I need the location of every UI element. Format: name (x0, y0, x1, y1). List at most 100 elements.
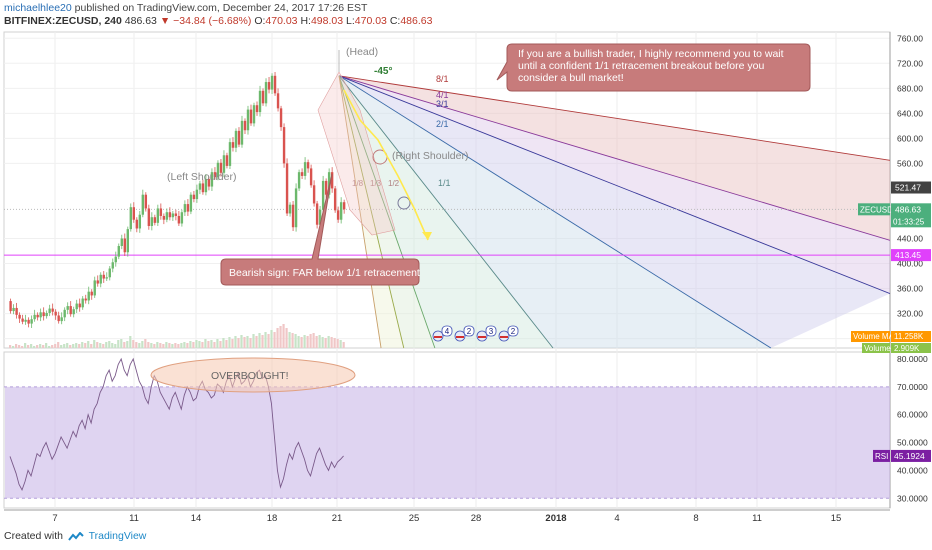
candle-body (69, 306, 72, 315)
x-tick-label: 11 (752, 513, 762, 524)
candle-body (264, 82, 268, 104)
candle-body (72, 309, 75, 315)
volume-bar (195, 340, 198, 348)
volume-bars (9, 324, 345, 348)
volume-bar (93, 340, 96, 348)
open-value: 470.03 (265, 15, 298, 27)
volume-bar (153, 344, 156, 348)
volume-bar (213, 342, 216, 348)
candle-body (297, 172, 301, 189)
candle-body (9, 301, 12, 312)
gann-fan-line (338, 75, 891, 161)
candle-body (333, 188, 337, 211)
volume-bar (42, 345, 45, 348)
projection-arrow (343, 89, 429, 241)
volume-bar (168, 343, 171, 348)
last-price-text: 486.63 (895, 204, 921, 214)
event-badge[interactable]: 3 (476, 325, 497, 342)
volume-bar (126, 341, 129, 348)
candle-body (66, 306, 69, 310)
volume-bar (12, 346, 15, 348)
candle-body (15, 307, 18, 315)
candle-body (261, 90, 265, 104)
volume-bar (69, 345, 72, 348)
candle-body (165, 212, 169, 220)
price-tick-label: 360.00 (897, 284, 923, 294)
gann-fan[interactable]: 8/1 4/13/1 2/1 1/1 1/8 1/3 1/2 (338, 74, 891, 349)
candle-body (291, 204, 295, 228)
volume-bar (18, 345, 21, 348)
volume-bar (198, 341, 201, 348)
gann-fan-label: 4/1 (436, 90, 449, 100)
event-count-badge (463, 325, 475, 337)
volume-bar (36, 345, 39, 348)
volume-bar (261, 335, 264, 348)
symbol-name: BITFINEX:ZECUSD, 240 (4, 15, 122, 27)
gann-fan-mini-label: 1/2 (388, 179, 400, 188)
volume-bar (339, 340, 342, 348)
event-count: 2 (467, 327, 472, 336)
candle-body (147, 208, 151, 226)
change-arrow-icon: ▼ (159, 15, 171, 27)
gann-fan-line (338, 75, 436, 349)
volume-bar (321, 337, 324, 348)
callout-bearish[interactable]: Bearish sign: FAR below 1/1 retracement (220, 173, 420, 286)
volume-bar (258, 333, 261, 348)
volume-bar (39, 344, 42, 348)
candle-body (18, 314, 21, 319)
volume-bar (144, 339, 147, 348)
event-badge[interactable]: 2 (454, 325, 475, 342)
gann-fan-label: 8/1 (436, 74, 449, 84)
candle-body (222, 155, 226, 173)
volume-ma-value-tag (891, 331, 931, 342)
volume-bar (66, 343, 69, 348)
candle-body (213, 172, 217, 178)
price-tick-label: 600.00 (897, 133, 923, 143)
rsi-value-label (891, 449, 931, 462)
volume-bar (294, 334, 297, 348)
volume-bar (117, 340, 120, 348)
tradingview-logo-icon (68, 531, 84, 541)
candle-body (42, 312, 45, 317)
volume-bar (288, 332, 291, 348)
volume-bar (165, 342, 168, 348)
candle-body (204, 179, 208, 193)
candle-body (27, 319, 30, 324)
price-marker-text: 521.47 (895, 183, 921, 193)
volume-bar (303, 335, 306, 348)
event-badge[interactable]: 2 (498, 325, 519, 342)
candle-body (228, 142, 232, 166)
candle-body (192, 194, 196, 200)
event-badge[interactable]: 4 (432, 325, 453, 342)
rsi-line (9, 357, 344, 491)
us-flag-stripe (456, 336, 464, 338)
volume-bar (222, 338, 225, 348)
volume-bar (135, 342, 138, 348)
volume-bar (132, 340, 135, 348)
published-text: published on TradingView.com, December 2… (74, 2, 368, 14)
tradingview-brand[interactable]: TradingView (88, 530, 147, 542)
x-tick-label: 7 (52, 513, 57, 524)
price-tick-label: 320.00 (897, 309, 923, 319)
volume-bar (78, 344, 81, 348)
publisher-username[interactable]: michaelhlee20 (4, 2, 72, 14)
candle-body (318, 209, 322, 225)
candle-body (144, 194, 148, 209)
gann-fan-zone (339, 75, 890, 349)
event-count: 4 (445, 327, 450, 336)
candles (9, 72, 346, 328)
open-label: O: (254, 15, 266, 27)
candle-body (114, 256, 117, 263)
price-tick-label: 640.00 (897, 108, 923, 118)
volume-bar (216, 339, 219, 348)
candle-body (141, 194, 145, 215)
volume-bar (123, 342, 126, 348)
volume-bar (234, 336, 237, 348)
volume-bar (81, 342, 84, 348)
overbought-label: OVERBOUGHT! (211, 370, 289, 382)
candle-body (201, 183, 205, 193)
candle-body (159, 208, 163, 216)
volume-bar (186, 343, 189, 348)
callout-bullish[interactable]: If you are a bullish trader, I highly re… (496, 43, 811, 92)
